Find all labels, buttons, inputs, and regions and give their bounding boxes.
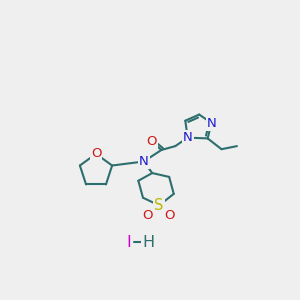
Text: N: N bbox=[207, 116, 216, 130]
Text: N: N bbox=[139, 155, 148, 168]
Text: S: S bbox=[154, 198, 164, 213]
Text: O: O bbox=[146, 135, 157, 148]
Text: O: O bbox=[91, 147, 101, 160]
Text: O: O bbox=[142, 209, 153, 222]
Text: O: O bbox=[164, 209, 174, 222]
Text: N: N bbox=[183, 131, 193, 144]
Text: I: I bbox=[127, 235, 131, 250]
Text: H: H bbox=[142, 235, 154, 250]
